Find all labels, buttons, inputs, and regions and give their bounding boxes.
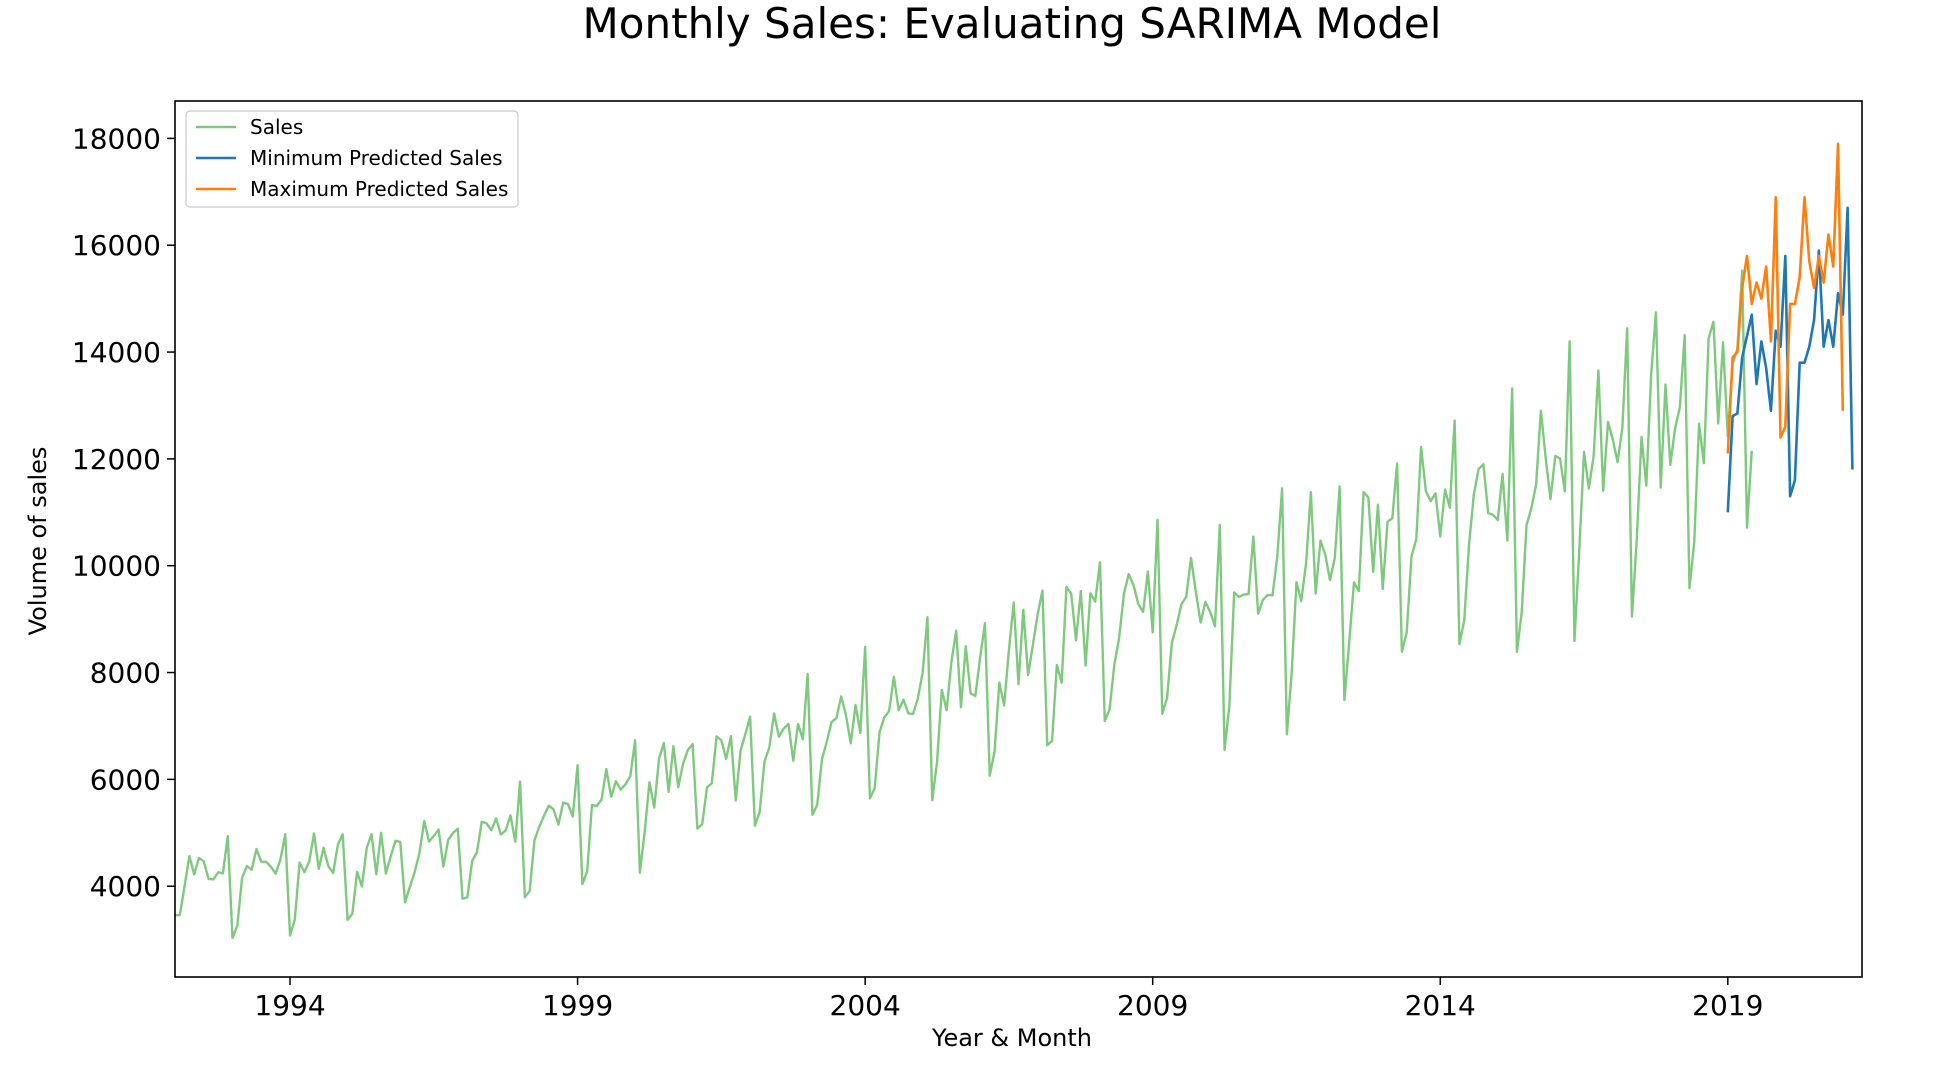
x-tick-label: 2004 bbox=[830, 989, 901, 1022]
y-tick-label: 6000 bbox=[90, 763, 161, 796]
chart-title: Monthly Sales: Evaluating SARIMA Model bbox=[583, 0, 1442, 48]
y-tick-label: 10000 bbox=[72, 550, 161, 583]
x-tick-label: 2019 bbox=[1692, 989, 1763, 1022]
y-tick-label: 12000 bbox=[72, 443, 161, 476]
plot-frame bbox=[174, 100, 1863, 978]
x-tick-label: 2009 bbox=[1117, 989, 1188, 1022]
series-line-minimum-predicted-sales bbox=[1726, 206, 1854, 513]
legend-box bbox=[185, 110, 519, 208]
legend: Sales Minimum Predicted Sales Maximum Pred… bbox=[185, 110, 519, 208]
x-tick-label: 2014 bbox=[1405, 989, 1476, 1022]
legend-label: Maximum Predicted Sales bbox=[250, 177, 508, 201]
legend-label: Sales bbox=[250, 115, 303, 139]
x-tick-label: 1999 bbox=[542, 989, 613, 1022]
x-axis-label: Year & Month bbox=[931, 1024, 1092, 1052]
legend-label: Minimum Predicted Sales bbox=[250, 146, 503, 170]
y-tick-label: 16000 bbox=[72, 229, 161, 262]
y-axis-label: Volume of sales bbox=[24, 447, 52, 636]
series-line-sales bbox=[174, 269, 1753, 940]
y-tick-label: 14000 bbox=[72, 336, 161, 369]
x-tick-label: 1994 bbox=[254, 989, 325, 1022]
y-tick-label: 4000 bbox=[90, 870, 161, 903]
plot-area bbox=[175, 101, 1862, 977]
y-tick-label: 8000 bbox=[90, 657, 161, 690]
series-layer bbox=[174, 142, 1854, 940]
series-line-maximum-predicted-sales bbox=[1726, 142, 1845, 454]
y-tick-label: 18000 bbox=[72, 122, 161, 155]
axes-layer: 4000 6000 8000 10000 12000 14000 16000 18000 199… bbox=[72, 122, 1764, 1022]
